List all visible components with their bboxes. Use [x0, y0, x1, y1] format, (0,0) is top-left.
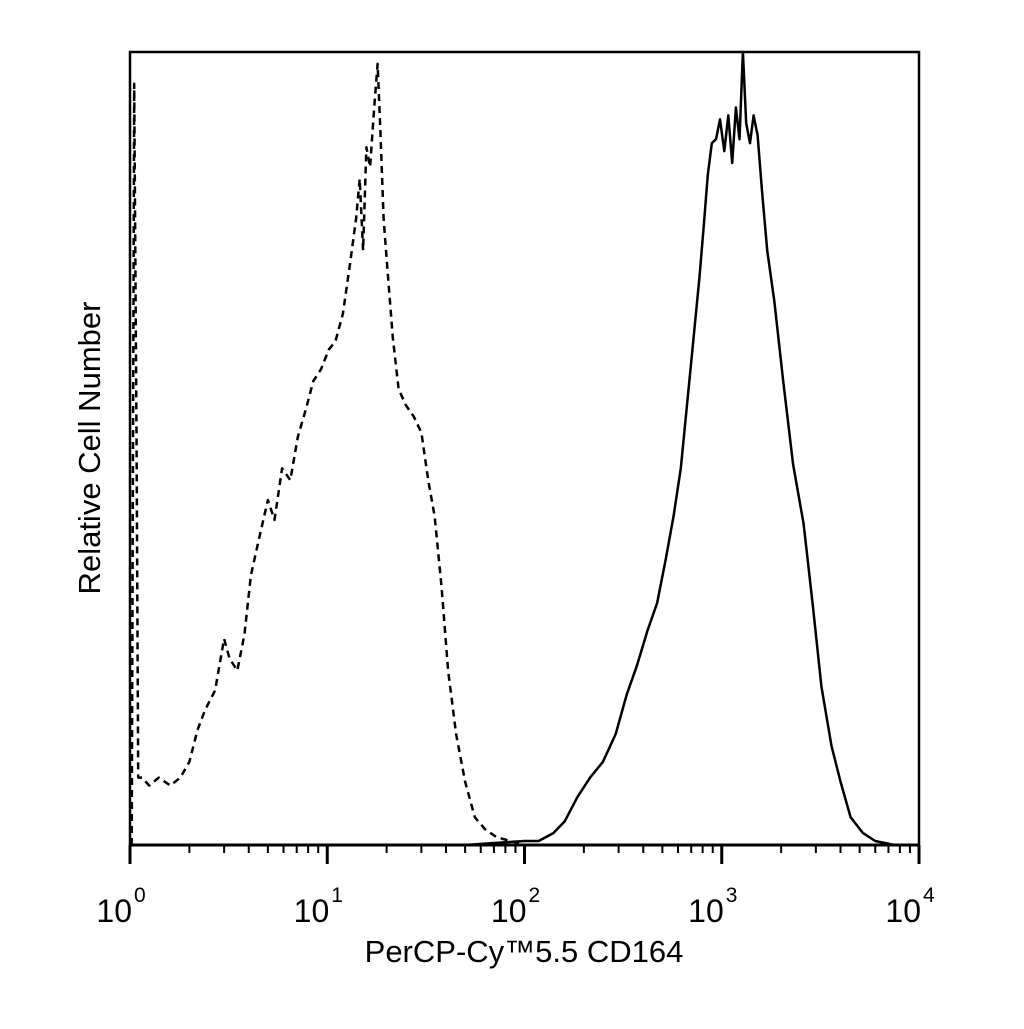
x-tick-label-base: 10: [885, 893, 921, 929]
x-tick-label: 10 1: [294, 884, 343, 929]
x-tick-label: 10 4: [885, 884, 935, 929]
y-axis-title: Relative Cell Number: [72, 302, 107, 595]
x-major-ticks: [128, 845, 921, 864]
x-tick-label-base: 10: [688, 893, 724, 929]
x-tick-label-exponent: 4: [923, 884, 935, 907]
x-tick-label-base: 10: [491, 893, 527, 929]
x-tick-label-exponent: 1: [331, 884, 343, 907]
x-minor-ticks: [188, 845, 911, 853]
x-tick-labels: 10 0 10 1 10 2 10 3 10 4: [96, 884, 935, 929]
x-tick-label: 10 3: [688, 884, 737, 929]
x-tick-label-exponent: 2: [529, 884, 541, 907]
x-tick-label-base: 10: [96, 893, 132, 929]
x-axis-title: PerCP-Cy™5.5 CD164: [365, 934, 684, 969]
x-tick-label: 10 2: [491, 884, 540, 929]
series-layer: [130, 50, 919, 847]
x-tick-label-base: 10: [294, 893, 330, 929]
isotype-control-dashed-line: [130, 62, 919, 847]
cd164-stained-solid-line: [130, 50, 919, 847]
plot-frame: [128, 50, 921, 847]
x-tick-label-exponent: 0: [134, 884, 146, 907]
x-tick-label: 10 0: [96, 884, 145, 929]
x-tick-label-exponent: 3: [726, 884, 738, 907]
